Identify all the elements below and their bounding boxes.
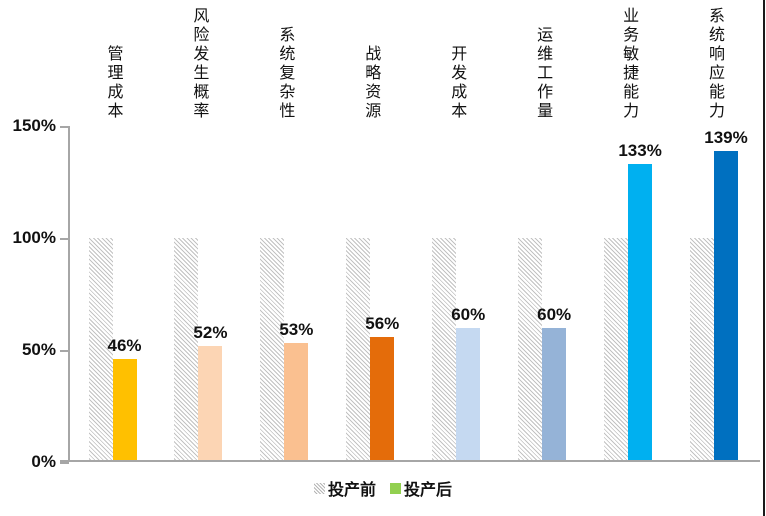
legend-item-after: 投产后 xyxy=(390,476,452,500)
y-tick-mark xyxy=(60,350,69,352)
y-tick-mark xyxy=(60,238,69,240)
legend-label-after: 投产后 xyxy=(404,482,453,499)
bar-before xyxy=(690,238,714,462)
category-label-slot: 风险发生概率 xyxy=(155,0,241,121)
bar-after xyxy=(542,327,567,462)
category-label: 风险发生概率 xyxy=(190,7,208,121)
category-label-slot: 业务敏捷能力 xyxy=(585,0,671,121)
bar-value-label: 139% xyxy=(704,127,748,147)
legend: 投产前 投产后 xyxy=(0,476,766,500)
bar-after xyxy=(456,327,481,462)
bar-before xyxy=(346,238,371,462)
y-tick-mark xyxy=(60,126,69,128)
y-axis-line xyxy=(68,126,70,462)
bar-value-label: 52% xyxy=(193,322,228,342)
bar-before xyxy=(518,238,543,462)
bar-after xyxy=(112,358,137,462)
bar-before xyxy=(174,238,199,462)
category-label: 运维工作量 xyxy=(534,26,552,121)
x-axis-line xyxy=(60,460,760,462)
bar-after xyxy=(198,345,223,462)
legend-swatch-after xyxy=(390,482,401,494)
category-label-slot: 运维工作量 xyxy=(499,0,585,121)
bar-after xyxy=(628,164,653,462)
category-label: 系统响应能力 xyxy=(706,7,723,121)
legend-label-before: 投产前 xyxy=(327,482,376,499)
y-tick-mark xyxy=(60,462,69,464)
category-label-slot: 管理成本 xyxy=(70,0,156,121)
bar-value-label: 46% xyxy=(107,335,142,355)
bar-before xyxy=(260,238,285,462)
category-label-slot: 系统响应能力 xyxy=(671,0,757,121)
bar-value-label: 60% xyxy=(537,304,572,324)
bar-value-label: 56% xyxy=(365,313,400,333)
category-label-slot: 系统复杂性 xyxy=(241,0,327,121)
y-tick-label: 100% xyxy=(12,228,56,247)
bar-before xyxy=(88,238,113,462)
bar-value-label: 133% xyxy=(618,141,662,161)
bar-value-label: 60% xyxy=(451,304,486,324)
bar-before xyxy=(432,238,457,462)
category-label: 战略资源 xyxy=(362,45,380,121)
bar-before xyxy=(604,238,629,462)
y-tick-label: 50% xyxy=(21,340,56,359)
bar-value-label: 53% xyxy=(279,320,314,340)
legend-swatch-before xyxy=(313,482,325,494)
category-label: 管理成本 xyxy=(104,45,122,121)
y-tick-label: 150% xyxy=(12,116,56,135)
legend-item-before: 投产前 xyxy=(313,476,376,500)
category-label: 系统复杂性 xyxy=(276,26,294,121)
bar-after xyxy=(284,343,309,462)
category-label-slot: 开发成本 xyxy=(413,0,499,121)
right-border-line xyxy=(763,0,765,516)
category-label-slot: 战略资源 xyxy=(327,0,413,121)
bar-after xyxy=(370,336,395,462)
category-label: 开发成本 xyxy=(448,45,466,121)
bar-after xyxy=(714,150,738,462)
y-tick-label: 0% xyxy=(31,452,56,471)
category-label: 业务敏捷能力 xyxy=(620,7,638,121)
